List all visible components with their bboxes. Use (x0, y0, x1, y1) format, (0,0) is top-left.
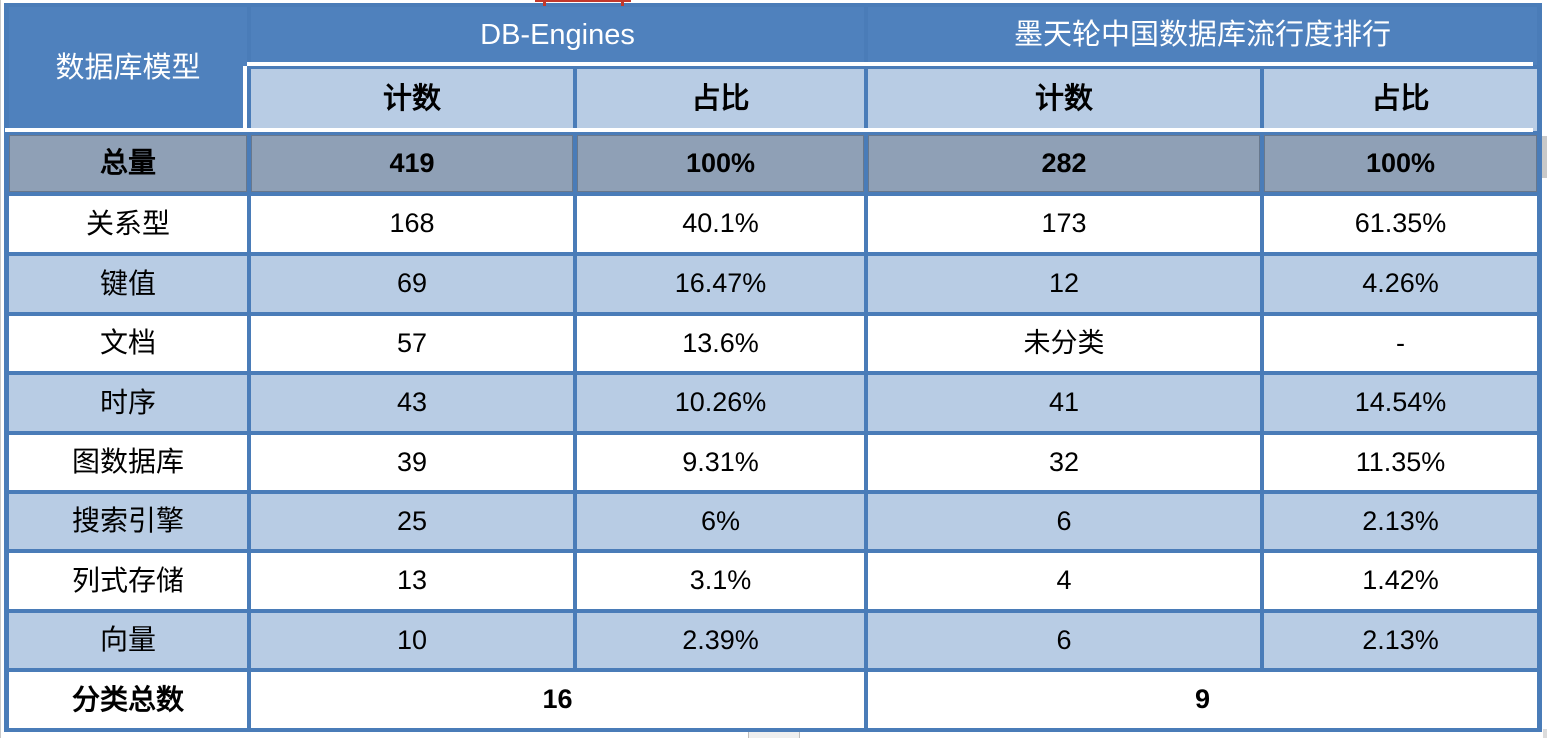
cell-value: - (1264, 316, 1537, 371)
red-line-artifact-tick (543, 0, 546, 6)
row-label: 文档 (9, 316, 247, 371)
cell-value: 6% (577, 494, 864, 549)
header-separator-strip (247, 62, 1533, 66)
row-label: 键值 (9, 256, 247, 312)
red-line-artifact-tick (621, 0, 624, 6)
cell-value: 6 (868, 613, 1260, 668)
cell-value: 282 (868, 135, 1260, 192)
cell-value: 10 (251, 613, 573, 668)
subheader-mo-count: 计数 (868, 69, 1260, 131)
row-label: 总量 (9, 135, 247, 192)
cell-value: 13 (251, 553, 573, 609)
cell-value: 6 (868, 494, 1260, 549)
database-model-comparison-table: 数据库模型 DB-Engines 墨天轮中国数据库流行度排行 计数 占比 计数 … (4, 3, 1542, 732)
cell-value: 100% (577, 135, 864, 192)
red-line-artifact-bar (535, 0, 631, 2)
cell-value: 3.1% (577, 553, 864, 609)
cell-value: 10.26% (577, 375, 864, 431)
group-header-db-engines: DB-Engines (251, 7, 864, 65)
cell-value: 173 (868, 196, 1260, 252)
cell-value: 4 (868, 553, 1260, 609)
row-label: 列式存储 (9, 553, 247, 609)
right-edge-gray-tab (1542, 136, 1547, 178)
cell-value: 13.6% (577, 316, 864, 371)
cell-value: 2.39% (577, 613, 864, 668)
bottom-right-corner-fragment (1543, 729, 1547, 738)
subheader-separator-strip (5, 128, 1533, 132)
footer-row-label: 分类总数 (9, 672, 247, 728)
cell-value: 40.1% (577, 196, 864, 252)
subheader-db-count: 计数 (251, 69, 573, 131)
cell-value: 25 (251, 494, 573, 549)
cell-value: 9.31% (577, 435, 864, 490)
row-label: 时序 (9, 375, 247, 431)
cell-value: 39 (251, 435, 573, 490)
cell-value: 69 (251, 256, 573, 312)
cell-value: 12 (868, 256, 1260, 312)
subheader-mo-ratio: 占比 (1264, 69, 1537, 131)
row-label: 向量 (9, 613, 247, 668)
cell-value: 419 (251, 135, 573, 192)
cell-value: 100% (1264, 135, 1537, 192)
corner-header-cell: 数据库模型 (9, 7, 247, 131)
row-label: 图数据库 (9, 435, 247, 490)
cell-value: 11.35% (1264, 435, 1537, 490)
cell-value: 43 (251, 375, 573, 431)
subheader-db-ratio: 占比 (577, 69, 864, 131)
cell-value: 16.47% (577, 256, 864, 312)
row-label: 搜索引擎 (9, 494, 247, 549)
group-header-motianlun: 墨天轮中国数据库流行度排行 (868, 7, 1537, 65)
cell-value: 168 (251, 196, 573, 252)
header-vertical-strip (243, 66, 247, 128)
cell-value: 2.13% (1264, 494, 1537, 549)
cell-value: 61.35% (1264, 196, 1537, 252)
cell-value: 14.54% (1264, 375, 1537, 431)
footer-mo-total-categories: 9 (868, 672, 1537, 728)
left-edge-line (0, 0, 1, 738)
cell-value: 32 (868, 435, 1260, 490)
cell-value: 未分类 (868, 316, 1260, 371)
cell-value: 57 (251, 316, 573, 371)
footer-db-total-categories: 16 (251, 672, 864, 728)
cell-value: 1.42% (1264, 553, 1537, 609)
cell-value: 41 (868, 375, 1260, 431)
row-label: 关系型 (9, 196, 247, 252)
cell-value: 4.26% (1264, 256, 1537, 312)
bottom-gray-fragment (748, 732, 800, 738)
cell-value: 2.13% (1264, 613, 1537, 668)
